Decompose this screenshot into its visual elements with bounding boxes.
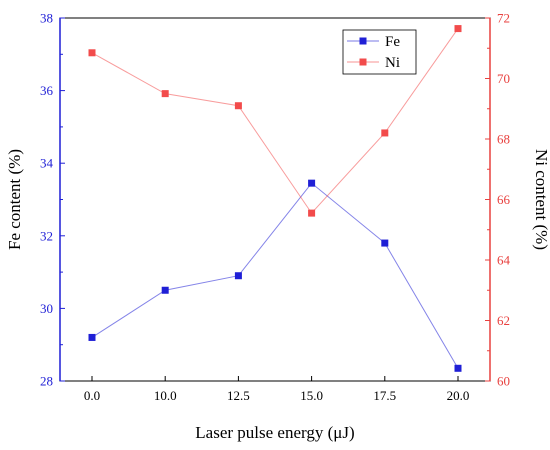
plot-frame: [59, 17, 491, 382]
data-point-ni: [234, 102, 242, 110]
left-axis-ticks: 28 30 32 34 36 38: [40, 11, 65, 389]
legend-label-ni: Ni: [385, 55, 400, 71]
right-tick-label: 66: [497, 192, 511, 207]
right-tick-label: 60: [497, 374, 510, 389]
left-tick-label: 36: [40, 83, 54, 98]
legend-marker-fe: [359, 37, 367, 45]
right-axis-title: Ni content (%): [532, 149, 550, 250]
data-point-fe: [454, 364, 462, 372]
x-tick-label: 17.5: [373, 388, 396, 403]
right-axis-ticks: 60 62 64 66 68 70 72: [485, 11, 511, 389]
right-tick-label: 62: [497, 313, 510, 328]
left-tick-label: 32: [40, 228, 53, 243]
right-tick-label: 72: [497, 11, 510, 26]
left-axis-title: Fe content (%): [5, 149, 24, 250]
x-axis-ticks: 0.0 10.0 12.5 15.0 17.5 20.0: [84, 376, 470, 403]
data-point-fe: [161, 286, 169, 294]
series-line-fe: [91, 182, 459, 369]
left-tick-label: 30: [40, 301, 53, 316]
data-point-ni: [161, 90, 169, 98]
plot-area: [59, 17, 491, 382]
legend: Fe Ni: [342, 29, 417, 75]
right-tick-label: 70: [497, 71, 510, 86]
left-tick-label: 28: [40, 374, 53, 389]
x-tick-label: 15.0: [300, 388, 323, 403]
data-point-fe: [234, 272, 242, 280]
legend-marker-ni: [359, 58, 367, 66]
x-tick-label: 12.5: [227, 388, 250, 403]
right-tick-label: 64: [497, 253, 511, 268]
data-point-ni: [308, 209, 316, 217]
legend-label-fe: Fe: [385, 34, 400, 50]
right-tick-label: 68: [497, 132, 510, 147]
data-point-ni: [88, 49, 96, 57]
series-layer: [88, 25, 462, 372]
data-point-fe: [308, 179, 316, 187]
data-point-ni: [454, 25, 462, 33]
data-point-fe: [381, 239, 389, 247]
left-tick-label: 38: [40, 11, 53, 26]
data-point-ni: [381, 129, 389, 137]
data-point-fe: [88, 333, 96, 341]
series-line-ni: [91, 28, 459, 214]
x-axis-title: Laser pulse energy (μJ): [195, 423, 354, 442]
legend-box: [342, 29, 417, 75]
x-tick-label: 10.0: [154, 388, 177, 403]
x-tick-label: 20.0: [447, 388, 470, 403]
x-tick-label: 0.0: [84, 388, 100, 403]
left-tick-label: 34: [40, 156, 54, 171]
